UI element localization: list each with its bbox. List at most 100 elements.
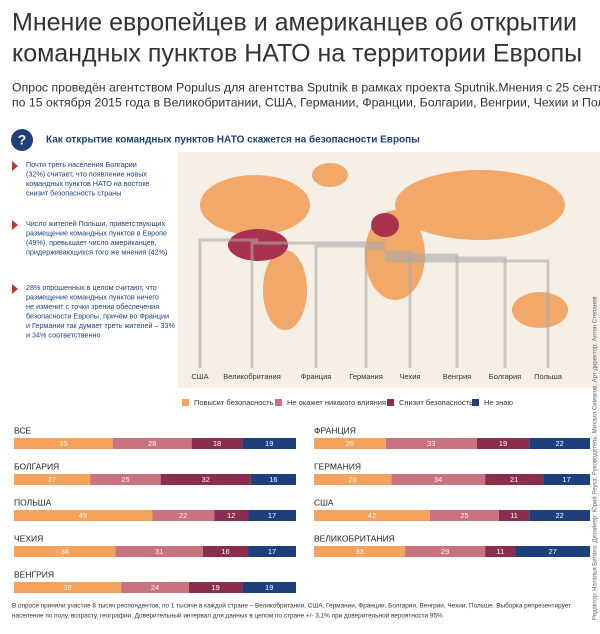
map-connector: [198, 238, 258, 368]
bar-segment: [14, 546, 116, 557]
question-icon-text: ?: [18, 132, 27, 148]
map-connector: [364, 247, 385, 368]
legend-swatch: [472, 399, 479, 406]
bar-value: 19: [265, 583, 273, 592]
map-label: Франция: [301, 372, 332, 381]
bar-segment: [485, 474, 544, 485]
map-label: Венгрия: [443, 372, 471, 381]
bar-label: ПОЛЬША: [14, 497, 52, 507]
footer: население по полу, возрасту, географии. …: [12, 612, 443, 620]
map-label: Болгария: [489, 372, 521, 381]
bar-value: 17: [268, 547, 276, 556]
bar-segment: [248, 546, 296, 557]
bar-value: 17: [268, 511, 276, 520]
bar-value: 24: [151, 583, 159, 592]
bar-value: 11: [496, 547, 504, 556]
bar-segment: [529, 438, 590, 449]
question: Как открытие командных пунктов НАТО скаж…: [46, 134, 420, 146]
bar-segment: [202, 546, 249, 557]
note-text: безопасности Европы, причём во Франции: [26, 311, 169, 320]
bar-value: 26: [346, 439, 354, 448]
bar-segment: [14, 474, 91, 485]
bar-segment: [14, 582, 122, 593]
note-text: придерживающихся того же мнения (42%): [26, 247, 167, 256]
bar-segment: [405, 546, 486, 557]
bar-label: БОЛГАРИЯ: [14, 461, 59, 471]
note-marker: [12, 220, 18, 230]
note-text: 28% опрошенных в целом считают, что: [26, 283, 157, 292]
legend-label: Не знаю: [484, 398, 513, 407]
bar-value: 16: [221, 547, 229, 556]
bar-value: 33: [355, 547, 363, 556]
bar-value: 22: [179, 511, 187, 520]
bar-value: 22: [555, 439, 563, 448]
note-marker: [12, 161, 18, 171]
subtitle: по 15 октября 2015 года в Великобритании…: [12, 95, 600, 109]
map-connector: [385, 250, 412, 368]
credits: Редактор: Наталья Бетина. Дизайнер: Юрий…: [592, 296, 599, 620]
bar-segment: [242, 582, 296, 593]
subtitle: Опрос проведён агентством Populus для аг…: [12, 80, 600, 94]
bar-value: 21: [510, 475, 518, 484]
legend-swatch: [275, 399, 282, 406]
bar-value: 11: [510, 511, 518, 520]
bar-label: ГЕРМАНИЯ: [314, 461, 361, 471]
map-connector: [314, 244, 385, 368]
bar-value: 19: [211, 583, 219, 592]
legend-swatch: [387, 399, 394, 406]
bar-label: ФРАНЦИЯ: [314, 425, 356, 435]
note-text: размещение командных пунктов ничего: [26, 292, 159, 301]
map-land: [200, 163, 568, 330]
title: Мнение европейцев и американцев об откры…: [12, 9, 577, 37]
bar-value: 18: [213, 439, 221, 448]
bar-segment: [314, 474, 392, 485]
bar-value: 35: [59, 439, 67, 448]
bar-segment: [191, 438, 243, 449]
bar-segment: [385, 438, 477, 449]
map-label: Польша: [534, 372, 563, 381]
bar-segment: [121, 582, 189, 593]
bar-segment: [242, 438, 296, 449]
bar-value: 12: [227, 511, 235, 520]
bar-value: 31: [155, 547, 163, 556]
bar-value: 17: [562, 475, 570, 484]
bar-value: 27: [549, 547, 557, 556]
map-usa: [228, 229, 288, 261]
map-label: Чехия: [399, 372, 420, 381]
bar-segment: [476, 438, 530, 449]
bar-label: ЧЕХИЯ: [14, 533, 43, 543]
bar-value: 16: [269, 475, 277, 484]
legend-label: Повысит безопасность: [194, 398, 274, 407]
bar-segment: [314, 438, 386, 449]
note-text: и 34% соответственно: [26, 330, 100, 339]
footer: В опросе приняли участие 8 тысяч респонд…: [12, 602, 571, 610]
bar-value: 49: [79, 511, 87, 520]
map-label: Германия: [349, 372, 383, 381]
bar-label: ВСЕ: [14, 425, 32, 435]
bar-label: ВЕЛИКОБРИТАНИЯ: [314, 533, 395, 543]
bar-segment: [314, 510, 430, 521]
bar-value: 34: [434, 475, 442, 484]
map-label: Великобритания: [223, 372, 281, 381]
bar-value: 29: [441, 547, 449, 556]
bar-value: 32: [202, 475, 210, 484]
bar-value: 28: [148, 439, 156, 448]
bar-segment: [543, 474, 590, 485]
question-icon: [11, 129, 33, 151]
map-connector: [250, 241, 385, 368]
title: командных пунктов НАТО на территории Евр…: [12, 40, 582, 68]
bar-segment: [515, 546, 590, 557]
bar-value: 25: [460, 511, 468, 520]
bar-segment: [152, 510, 215, 521]
bar-segment: [14, 510, 153, 521]
note-text: Почти треть населения Болгарии: [26, 160, 137, 169]
bar-segment: [214, 510, 249, 521]
bar-value: 22: [555, 511, 563, 520]
note-text: не изменит с точки зрения обеспечения: [26, 302, 159, 311]
bar-segment: [391, 474, 486, 485]
map-connector: [385, 259, 550, 368]
bar-value: 19: [265, 439, 273, 448]
bar-segment: [529, 510, 590, 521]
note-text: снизит безопасность страны: [26, 188, 121, 197]
